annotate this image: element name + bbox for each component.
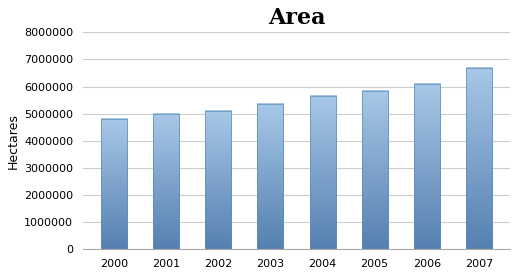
Bar bbox=[101, 119, 127, 249]
Bar bbox=[310, 96, 336, 249]
Bar bbox=[153, 114, 179, 249]
Bar bbox=[361, 91, 388, 249]
Bar bbox=[466, 68, 492, 249]
Bar bbox=[205, 111, 232, 249]
Y-axis label: Hectares: Hectares bbox=[7, 113, 20, 169]
Bar bbox=[414, 84, 440, 249]
Title: Area: Area bbox=[268, 7, 325, 29]
Bar bbox=[257, 104, 283, 249]
